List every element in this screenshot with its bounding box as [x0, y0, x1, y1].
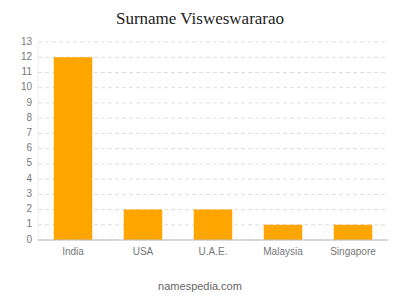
bars	[54, 57, 373, 240]
y-tick-label: 9	[26, 97, 32, 108]
chart-container: Surname Visweswararao012345678910111213I…	[0, 0, 400, 300]
y-tick-label: 0	[26, 234, 32, 245]
y-axis: 012345678910111213	[21, 36, 33, 245]
y-tick-label: 12	[21, 51, 33, 62]
bar	[334, 225, 373, 240]
y-tick-label: 13	[21, 36, 33, 47]
x-tick-label: U.A.E.	[199, 246, 228, 257]
chart-title: Surname Visweswararao	[116, 9, 284, 28]
y-tick-label: 7	[26, 127, 32, 138]
y-tick-label: 1	[26, 218, 32, 229]
footer-text: namespedia.com	[158, 280, 242, 292]
y-tick-label: 3	[26, 188, 32, 199]
bar	[54, 57, 93, 240]
grid-line	[38, 42, 388, 43]
y-tick-label: 4	[26, 173, 32, 184]
bar	[124, 210, 163, 240]
y-tick-label: 6	[26, 142, 32, 153]
y-axis-line	[38, 42, 39, 240]
y-tick-label: 5	[26, 157, 32, 168]
bar	[194, 210, 233, 240]
x-tick-label: USA	[133, 246, 154, 257]
x-axis: India USA U.A.E. Malaysia Singapore	[62, 246, 376, 257]
y-tick-label: 2	[26, 203, 32, 214]
y-tick-label: 8	[26, 112, 32, 123]
grid-line	[38, 240, 388, 241]
bar	[264, 225, 303, 240]
y-tick-label: 10	[21, 81, 33, 92]
grid	[38, 42, 388, 240]
x-tick-label: Malaysia	[263, 246, 303, 257]
x-tick-label: Singapore	[330, 246, 376, 257]
chart-svg: Surname Visweswararao012345678910111213I…	[0, 0, 400, 300]
y-tick-label: 11	[22, 66, 33, 77]
x-tick-label: India	[62, 246, 84, 257]
x-axis-line	[38, 240, 388, 241]
